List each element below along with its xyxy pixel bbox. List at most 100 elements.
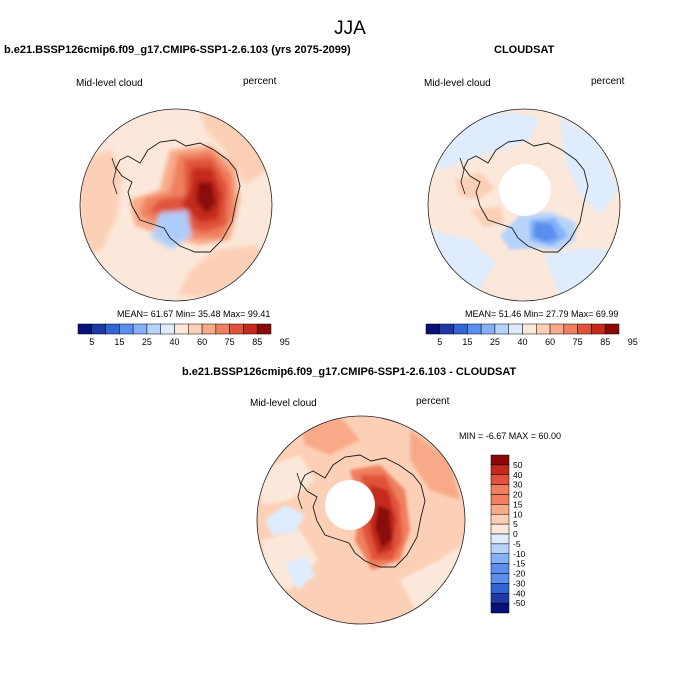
panel1-stats: MEAN= 61.67 Min= 35.48 Max= 99.41	[117, 309, 271, 319]
panel1-map	[79, 108, 273, 302]
colorbar-box	[490, 583, 510, 594]
panel3-boundary	[256, 415, 466, 625]
panel2-peninsula-coast	[459, 157, 466, 195]
panel2-title: CLOUDSAT	[494, 44, 555, 56]
panel2-stats: MEAN= 51.46 Min= 27.79 Max= 69.99	[465, 309, 619, 319]
colorbar-tick-label: -15	[513, 559, 526, 569]
panel3-antarctica-coastline	[300, 454, 426, 568]
colorbar-box	[490, 474, 510, 485]
colorbar-box	[490, 514, 510, 525]
panel3-peninsula-coast	[296, 472, 303, 510]
colorbar-tick-label: 5	[89, 337, 94, 347]
panel2-boundary	[427, 108, 621, 302]
panel2-colorbar: 5 15 25 40 60 75 85 95	[425, 323, 638, 347]
colorbar-tick-label: -50	[513, 598, 526, 608]
colorbar-tick-label: 0	[513, 529, 518, 539]
colorbar-box	[490, 454, 510, 466]
figure-title: JJA	[334, 18, 366, 39]
colorbar-box	[490, 553, 510, 564]
colorbar-box	[132, 323, 148, 335]
panel3-stats: MIN = -6.67 MAX = 60.00	[459, 431, 562, 441]
colorbar-tick-label: 95	[628, 337, 638, 347]
colorbar-tick-label: 15	[513, 499, 523, 509]
panel2-missing-data-hole	[499, 164, 551, 216]
colorbar-box	[425, 323, 441, 335]
colorbar-box	[188, 323, 203, 335]
panel2-map	[427, 108, 621, 302]
colorbar-box	[508, 323, 523, 335]
colorbar-tick-label: 60	[545, 337, 555, 347]
colorbar-box	[490, 543, 510, 554]
panel3-map	[256, 415, 466, 625]
colorbar-tick-label: -5	[513, 539, 521, 549]
colorbar-box	[453, 323, 468, 335]
panel3-units: percent	[416, 396, 450, 407]
colorbar-box	[490, 523, 510, 535]
panel2-field-label: Mid-level cloud	[424, 78, 491, 89]
colorbar-box	[490, 563, 510, 574]
colorbar-tick-label: 85	[252, 337, 262, 347]
colorbar-tick-label: 25	[490, 337, 500, 347]
colorbar-box	[490, 504, 510, 515]
colorbar-box	[490, 494, 510, 505]
colorbar-box	[494, 323, 509, 335]
colorbar-tick-label: 15	[114, 337, 124, 347]
colorbar-tick-label: 75	[225, 337, 235, 347]
colorbar-tick-label: -20	[513, 569, 526, 579]
colorbar-tick-label: -30	[513, 578, 526, 588]
colorbar-box	[563, 323, 578, 335]
colorbar-tick-label: -40	[513, 588, 526, 598]
colorbar-box	[604, 323, 620, 335]
panel3-missing-data-hole	[325, 480, 375, 530]
panel3-title: b.e21.BSSP126cmip6.f09_g17.CMIP6-SSP1-2.…	[182, 366, 517, 378]
panel1-colorbar: 5 15 25 40 60 75 85 95	[77, 323, 290, 347]
colorbar-tick-label: 5	[513, 519, 518, 529]
colorbar-tick-label: 60	[197, 337, 207, 347]
colorbar-tick-label: 40	[517, 337, 527, 347]
colorbar-tick-label: 5	[437, 337, 442, 347]
colorbar-box	[439, 323, 454, 335]
colorbar-tick-label: 40	[513, 470, 523, 480]
colorbar-box	[105, 323, 120, 335]
colorbar-tick-label: 85	[600, 337, 610, 347]
colorbar-box	[119, 323, 134, 335]
colorbar-tick-label: 40	[169, 337, 179, 347]
colorbar-box	[577, 323, 592, 335]
colorbar-box	[215, 323, 230, 335]
colorbar-tick-label: 50	[513, 460, 523, 470]
colorbar-box	[146, 323, 161, 335]
colorbar-tick-label: 30	[513, 480, 523, 490]
colorbar-box	[490, 593, 510, 604]
colorbar-box	[490, 602, 510, 614]
colorbar-tick-label: 75	[573, 337, 583, 347]
colorbar-box	[591, 323, 606, 335]
colorbar-tick-label: 25	[142, 337, 152, 347]
colorbar-tick-label: -10	[513, 549, 526, 559]
colorbar-box	[490, 573, 510, 584]
colorbar-box	[467, 323, 482, 335]
colorbar-box	[256, 323, 272, 335]
panel2-units: percent	[591, 76, 625, 87]
panel1-field-label: Mid-level cloud	[76, 78, 143, 89]
colorbar-box	[522, 323, 537, 335]
colorbar-box	[229, 323, 244, 335]
panel2-antarctica-coastline	[463, 139, 589, 253]
colorbar-tick-label: 95	[280, 337, 290, 347]
colorbar-tick-label: 15	[462, 337, 472, 347]
colorbar-box	[480, 323, 496, 335]
colorbar-box	[160, 323, 175, 335]
panel1-field	[80, 109, 272, 300]
colorbar-box	[490, 533, 510, 545]
panel1-title: b.e21.BSSP126cmip6.f09_g17.CMIP6-SSP1-2.…	[4, 44, 351, 56]
colorbar-tick-label: 10	[513, 509, 523, 519]
colorbar-box	[77, 323, 93, 335]
panel1-boundary	[79, 108, 273, 302]
colorbar-box	[490, 464, 510, 475]
panel3-field-label: Mid-level cloud	[250, 398, 317, 409]
panel1-peninsula-coast	[111, 157, 118, 195]
colorbar-box	[201, 323, 217, 335]
colorbar-box	[91, 323, 106, 335]
colorbar-box	[536, 323, 551, 335]
